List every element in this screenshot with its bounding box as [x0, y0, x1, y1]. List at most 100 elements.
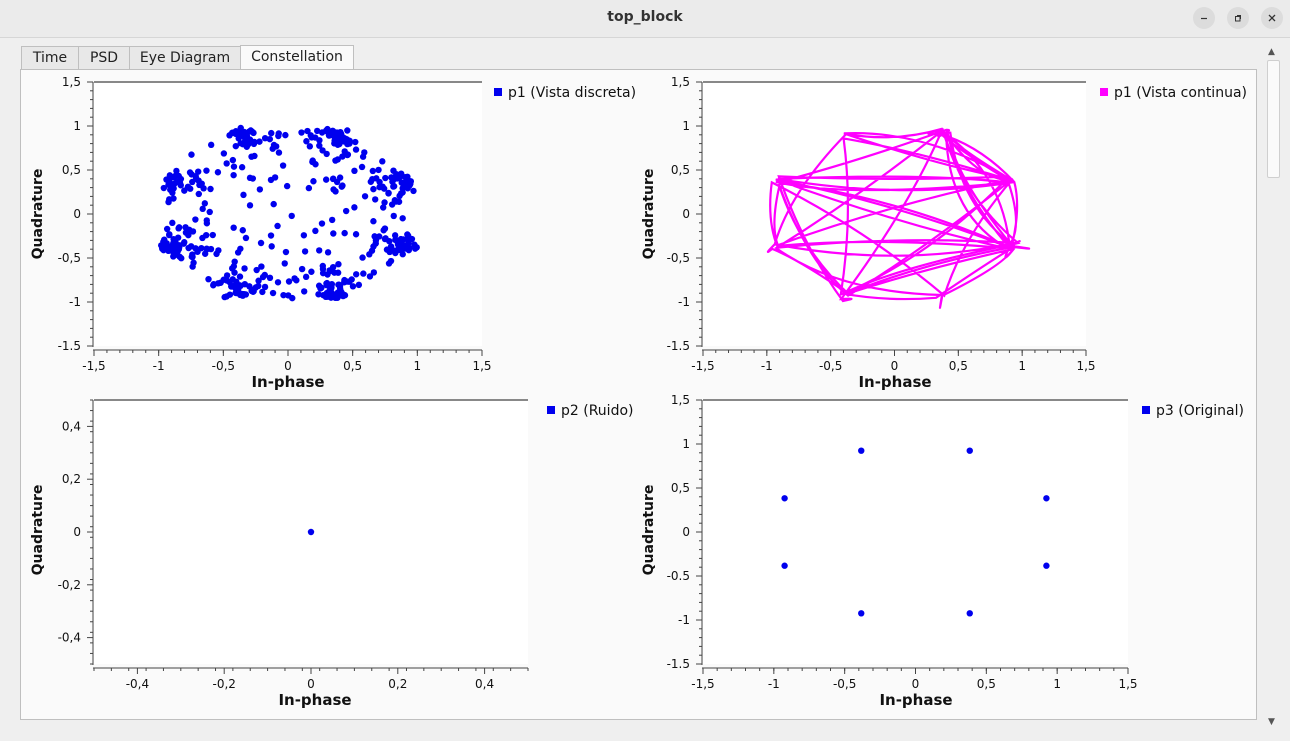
y-tick-label: 0 [682, 207, 690, 221]
tab-constellation[interactable]: Constellation [240, 45, 354, 70]
data-point [259, 288, 266, 296]
x-tick-label: -0,2 [212, 677, 235, 691]
data-point [236, 282, 243, 289]
scroll-down-icon[interactable]: ▼ [1268, 717, 1275, 727]
data-point [210, 281, 217, 288]
data-point [781, 562, 788, 569]
data-point [349, 283, 357, 290]
x-tick-label: 0,4 [475, 677, 494, 691]
plot-area [94, 82, 482, 346]
legend-entry[interactable]: p1 (Vista continua) [1100, 85, 1247, 101]
data-point [239, 292, 246, 299]
data-point [201, 250, 209, 257]
y-tick-label: -0,5 [667, 251, 690, 265]
data-point [413, 244, 420, 251]
data-point [410, 187, 417, 195]
data-point [220, 276, 227, 283]
data-point [203, 167, 210, 174]
data-point [342, 207, 350, 215]
data-point [302, 273, 310, 281]
data-point [308, 268, 315, 275]
maximize-button[interactable] [1227, 7, 1249, 29]
data-point [174, 234, 182, 241]
minimize-button[interactable] [1193, 7, 1215, 29]
data-point [163, 225, 171, 233]
x-tick-label: 0 [912, 677, 920, 691]
data-point [173, 249, 181, 256]
minimize-icon [1201, 17, 1207, 20]
legend-entry[interactable]: p2 (Ruido) [547, 403, 633, 419]
data-point [173, 167, 180, 175]
data-point [257, 239, 265, 247]
data-point [305, 184, 313, 192]
data-point [332, 188, 339, 195]
data-point [207, 185, 214, 193]
data-point [346, 278, 353, 285]
data-point [268, 243, 275, 250]
data-point [256, 138, 263, 145]
data-point [250, 129, 257, 137]
data-point [274, 222, 281, 230]
data-point [399, 215, 406, 222]
data-point [344, 127, 351, 134]
y-tick-label: 1,5 [671, 75, 690, 89]
tab-eye-diagram[interactable]: Eye Diagram [129, 46, 241, 70]
data-point [324, 249, 332, 256]
data-point [322, 176, 330, 183]
legend-swatch [494, 88, 502, 96]
data-point [381, 235, 389, 243]
data-point [241, 265, 248, 272]
data-point [175, 224, 183, 231]
data-point [234, 289, 241, 296]
data-point [361, 193, 369, 200]
legend-entry[interactable]: p3 (Original) [1142, 403, 1244, 419]
data-point [241, 129, 248, 137]
data-point [303, 138, 310, 145]
scrollbar-thumb[interactable] [1267, 60, 1280, 178]
scroll-up-icon[interactable]: ▲ [1268, 47, 1275, 57]
data-point [300, 232, 308, 239]
data-point [858, 447, 865, 454]
legend-entry[interactable]: p1 (Vista discreta) [494, 85, 636, 101]
close-icon [1268, 14, 1276, 22]
plot-area [703, 400, 1128, 664]
vertical-scrollbar[interactable] [1266, 45, 1280, 733]
y-tick-label: 1,5 [62, 75, 81, 89]
data-point [379, 158, 386, 165]
data-point [385, 190, 392, 197]
x-tick-label: -1,5 [691, 359, 714, 373]
data-point [352, 231, 360, 238]
data-point [267, 232, 275, 239]
data-point [383, 246, 391, 253]
data-point [240, 191, 247, 199]
data-point [298, 129, 305, 136]
data-point [253, 266, 260, 274]
data-point [266, 274, 274, 282]
data-point [238, 164, 246, 171]
data-point [352, 146, 360, 153]
data-point [380, 227, 387, 234]
data-point [268, 129, 275, 137]
data-point [372, 240, 379, 247]
data-point [331, 132, 338, 139]
y-tick-label: -0,2 [58, 578, 81, 592]
legend-label: p3 (Original) [1156, 403, 1244, 419]
data-point [273, 143, 280, 150]
x-axis-title: In-phase [251, 373, 325, 391]
data-point [307, 528, 315, 536]
data-point [370, 218, 377, 225]
data-point [402, 245, 409, 252]
data-point [355, 281, 363, 289]
data-point [336, 140, 343, 148]
tab-time[interactable]: Time [21, 46, 79, 70]
data-point [275, 149, 283, 156]
data-point [256, 186, 264, 193]
data-point [351, 167, 358, 175]
data-point [393, 170, 400, 178]
x-tick-label: -0,5 [833, 677, 856, 691]
close-button[interactable] [1261, 7, 1283, 29]
data-point [781, 495, 788, 502]
window-title: top_block [607, 9, 683, 25]
y-tick-label: 0 [73, 207, 81, 221]
